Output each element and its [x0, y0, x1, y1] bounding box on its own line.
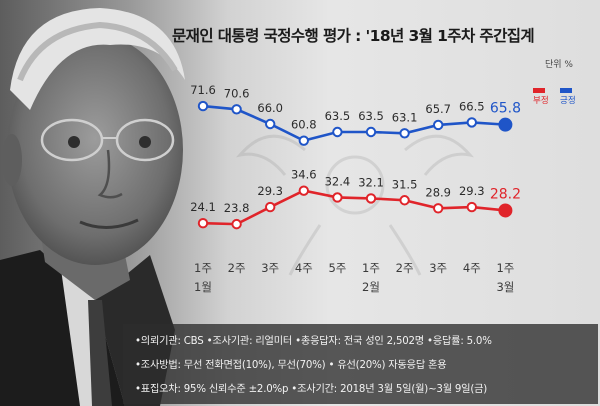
data-label: 71.6 [190, 83, 216, 97]
survey-info-line-2: •조사방법: 무선 전화면접(10%), 무선(70%) • 유선(20%) 자… [135, 360, 447, 371]
data-label: 70.6 [224, 86, 250, 100]
data-point [498, 203, 513, 218]
x-tick-label: 2주 [396, 261, 414, 275]
data-label: 29.3 [257, 184, 283, 198]
x-tick-label: 1주 [496, 261, 514, 275]
data-point [265, 118, 276, 130]
survey-info-line-3: •표집오차: 95% 신뢰수준 ±2.0%p •조사기간: 2018년 3월 5… [135, 384, 488, 395]
x-tick-label: 1주 [194, 261, 212, 275]
series-line-positive [202, 104, 506, 143]
x-tick-month-label: 3월 [496, 280, 514, 294]
data-label: 63.5 [358, 109, 384, 123]
data-label: 66.5 [459, 99, 485, 113]
data-point [298, 185, 309, 196]
data-point [332, 126, 343, 138]
data-label: 28.2 [490, 186, 521, 202]
x-tick-month-label: 1월 [194, 280, 212, 294]
legend-negative-label: 부정 [533, 96, 549, 106]
data-label: 28.9 [425, 185, 451, 199]
data-label: 32.4 [325, 174, 351, 188]
data-point [197, 217, 209, 229]
data-point [231, 104, 242, 115]
series-line-negative [202, 189, 506, 226]
x-tick-label: 4주 [463, 261, 481, 275]
data-point [466, 201, 477, 213]
data-label: 23.8 [224, 201, 250, 215]
x-tick-label: 3주 [429, 261, 447, 275]
data-label: 24.1 [190, 200, 216, 214]
data-label: 29.3 [459, 184, 485, 198]
data-label: 63.1 [392, 110, 418, 124]
x-tick-label: 3주 [261, 261, 279, 275]
data-point [197, 100, 209, 112]
data-point [265, 201, 276, 213]
data-point [332, 192, 343, 203]
survey-info-panel: •의뢰기관: CBS •조사기관: 리얼미터 •총응답자: 전국 성인 2,50… [123, 324, 598, 404]
unit-label: 단위 % [545, 60, 573, 70]
legend-positive-label: 긍정 [560, 96, 576, 106]
data-point [433, 119, 444, 131]
legend-positive-swatch [560, 88, 572, 93]
x-tick-label: 5주 [328, 261, 346, 275]
data-label: 65.7 [425, 102, 451, 116]
chart-title: 문재인 대통령 국정수행 평가 : '18년 3월 1주차 주간집계 [172, 27, 535, 45]
x-tick-label: 2주 [228, 261, 246, 275]
data-point [365, 126, 377, 138]
data-point [231, 218, 242, 230]
data-point [433, 203, 444, 214]
legend-negative-swatch [533, 88, 545, 93]
x-tick-label: 1주 [362, 261, 380, 275]
data-label: 34.6 [291, 168, 317, 182]
data-label: 66.0 [257, 101, 283, 115]
data-point [399, 195, 410, 206]
data-label: 32.1 [358, 175, 384, 189]
data-point [399, 128, 410, 139]
x-tick-label: 4주 [295, 261, 313, 275]
data-label: 63.5 [325, 109, 351, 123]
data-point [466, 117, 477, 128]
data-label: 60.8 [291, 118, 317, 132]
x-tick-month-label: 2월 [362, 280, 380, 294]
survey-info-line-1: •의뢰기관: CBS •조사기관: 리얼미터 •총응답자: 전국 성인 2,50… [135, 336, 492, 347]
data-point [365, 193, 377, 204]
data-label: 65.8 [490, 101, 521, 117]
data-label: 31.5 [392, 177, 418, 191]
data-point [498, 117, 513, 132]
data-point [298, 135, 309, 146]
